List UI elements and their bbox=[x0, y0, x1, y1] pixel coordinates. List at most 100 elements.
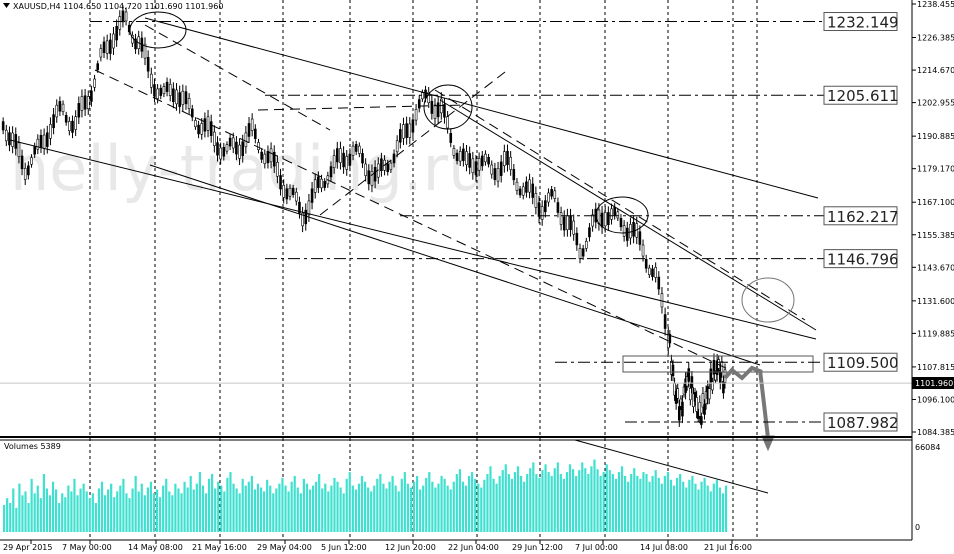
candle-body bbox=[531, 183, 535, 198]
volume-bar bbox=[195, 483, 198, 532]
candle-body bbox=[414, 109, 418, 121]
volume-bar bbox=[437, 483, 440, 532]
candle-body bbox=[272, 151, 276, 167]
volume-bar bbox=[259, 487, 263, 532]
volume-bar bbox=[293, 475, 296, 532]
volume-bar bbox=[100, 481, 104, 532]
candle-body bbox=[8, 132, 11, 146]
candle-body bbox=[165, 81, 169, 92]
candle-body bbox=[102, 41, 106, 53]
candle-body bbox=[512, 168, 516, 181]
volume-bar bbox=[449, 489, 452, 532]
price-tick-label: 1096.100 bbox=[917, 395, 954, 404]
volume-bar bbox=[648, 481, 651, 532]
volume-bar bbox=[642, 472, 645, 532]
volume-bar bbox=[177, 488, 180, 532]
volume-bar bbox=[250, 475, 253, 532]
volume-bar bbox=[691, 475, 694, 532]
volume-bar bbox=[241, 478, 244, 532]
candle-body bbox=[93, 78, 96, 88]
candle-body bbox=[572, 220, 575, 235]
volume-bar bbox=[171, 495, 174, 532]
candle-body bbox=[499, 161, 503, 176]
volume-bar bbox=[550, 475, 553, 532]
candle-body bbox=[225, 144, 229, 152]
candle-body bbox=[269, 148, 273, 163]
candle-body bbox=[64, 115, 68, 123]
volume-bar bbox=[235, 488, 238, 532]
volume-bar bbox=[308, 489, 312, 532]
circle-marker-3 bbox=[595, 196, 649, 234]
candle-body bbox=[711, 381, 714, 391]
candle-body bbox=[701, 393, 705, 408]
time-tick-label: 14 Jul 08:00 bbox=[640, 543, 688, 552]
candle-body bbox=[380, 158, 383, 172]
candle-body bbox=[689, 388, 692, 401]
volume-bar bbox=[565, 472, 569, 532]
candle-body bbox=[219, 147, 222, 160]
volume-bar bbox=[229, 472, 232, 532]
volume-bar bbox=[18, 483, 21, 532]
candle-body bbox=[345, 156, 349, 170]
candle-body bbox=[203, 118, 207, 132]
candle-body bbox=[342, 152, 345, 168]
volume-bar bbox=[495, 483, 498, 532]
candle-body bbox=[335, 148, 339, 163]
candle-body bbox=[613, 206, 616, 216]
candle-body bbox=[118, 16, 122, 30]
candle-body bbox=[629, 224, 632, 239]
candle-body bbox=[134, 38, 137, 50]
level-label: 1205.611 bbox=[827, 87, 899, 105]
price-tick-label: 1214.670 bbox=[917, 66, 954, 75]
price-tick-label: 1084.385 bbox=[917, 428, 954, 437]
volume-bar bbox=[669, 479, 673, 532]
candle-body bbox=[712, 360, 716, 375]
candle-body bbox=[641, 244, 645, 257]
candle-body bbox=[49, 124, 52, 139]
volume-bar bbox=[501, 470, 504, 532]
candle-body bbox=[168, 83, 172, 96]
volume-bar bbox=[379, 474, 382, 532]
candle-body bbox=[30, 157, 33, 165]
candle-body bbox=[58, 101, 62, 112]
candle-body bbox=[528, 179, 531, 193]
candle-body bbox=[250, 118, 254, 131]
candle-body bbox=[603, 212, 607, 227]
candle-body bbox=[42, 134, 46, 149]
candle-body bbox=[235, 141, 238, 155]
volume-bar bbox=[302, 478, 305, 532]
volume-bar bbox=[663, 475, 666, 532]
volume-bar bbox=[198, 472, 201, 532]
current-price-box bbox=[912, 377, 954, 389]
candle-body bbox=[320, 178, 323, 189]
volume-bar bbox=[342, 493, 345, 532]
candle-body bbox=[370, 171, 374, 186]
candle-body bbox=[310, 188, 314, 203]
level-label: 1109.500 bbox=[827, 354, 899, 372]
price-tick-label: 1202.955 bbox=[917, 99, 954, 108]
candle-body bbox=[402, 124, 405, 139]
volume-bar bbox=[103, 495, 107, 532]
candle-body bbox=[490, 164, 494, 175]
volume-bar bbox=[299, 493, 302, 532]
candle-body bbox=[581, 248, 585, 257]
candle-body bbox=[279, 175, 282, 190]
candle-body bbox=[20, 155, 24, 170]
volume-bar bbox=[189, 475, 192, 532]
candle-body bbox=[313, 179, 317, 193]
time-tick-label: 14 May 08:00 bbox=[128, 543, 183, 552]
candle-body bbox=[474, 161, 478, 176]
candle-body bbox=[276, 161, 279, 177]
volume-bar bbox=[422, 485, 425, 532]
candle-body bbox=[184, 91, 188, 105]
candle-body bbox=[503, 151, 506, 166]
candle-body bbox=[27, 165, 30, 176]
candle-body bbox=[547, 192, 550, 203]
price-tick-label: 1238.455 bbox=[917, 0, 954, 9]
volume-bar bbox=[504, 464, 507, 532]
volume-bar bbox=[431, 481, 434, 532]
volume-bar bbox=[159, 497, 162, 532]
volume-bar bbox=[253, 489, 257, 532]
candle-body bbox=[68, 121, 71, 132]
current-price-label: 1101.960 bbox=[915, 379, 953, 388]
